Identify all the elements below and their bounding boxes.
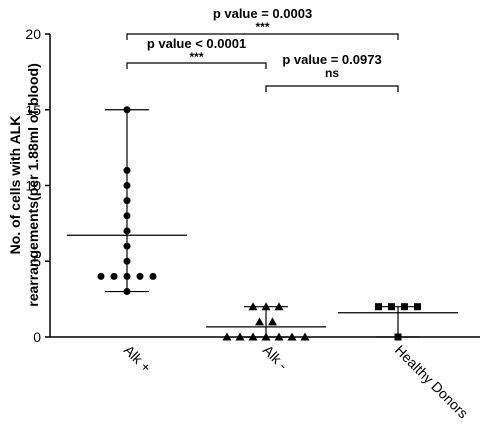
data-point	[123, 166, 131, 174]
y-tick-label: 5	[33, 253, 41, 269]
data-point	[123, 212, 131, 220]
data-point	[136, 272, 144, 280]
y-tick-label: 15	[25, 102, 41, 118]
data-point	[123, 257, 131, 265]
significance-label: ***	[255, 20, 269, 34]
data-point	[248, 332, 258, 341]
significance-bracket	[126, 33, 399, 40]
data-point	[123, 242, 131, 250]
data-point	[123, 272, 131, 280]
x-tick-label: Alk +	[121, 342, 155, 376]
data-point	[414, 303, 421, 311]
data-point	[123, 182, 131, 189]
data-point	[110, 272, 118, 280]
data-point	[222, 332, 232, 341]
y-axis-label: No. of cells with ALK	[7, 116, 23, 255]
data-point	[274, 332, 284, 341]
p-value-label: p value = 0.0973	[282, 52, 381, 67]
data-point	[123, 106, 131, 114]
significance-bracket	[126, 62, 267, 69]
p-value-label: p value = 0.0003	[213, 6, 312, 21]
significance-bracket	[265, 85, 399, 92]
data-point	[401, 303, 408, 311]
data-point	[123, 227, 131, 235]
data-point	[268, 317, 277, 326]
data-point	[287, 332, 297, 341]
data-point	[261, 332, 271, 341]
data-point	[248, 302, 258, 311]
y-tick-label: 10	[25, 178, 41, 194]
x-tick-label: Alk -	[260, 342, 291, 373]
data-point	[261, 302, 271, 311]
data-point	[394, 333, 402, 341]
data-point	[235, 332, 245, 341]
data-point	[149, 272, 157, 280]
data-point	[123, 197, 131, 205]
data-point	[300, 332, 310, 341]
data-point	[255, 317, 264, 326]
significance-label: ns	[325, 66, 339, 80]
x-tick-label: Healthy Donors	[392, 342, 472, 422]
significance-label: ***	[189, 50, 203, 64]
y-axis-label: rearrangements(per 1.88ml of blood)	[25, 63, 41, 307]
p-value-label: p value < 0.0001	[147, 36, 246, 51]
y-tick-label: 0	[33, 329, 41, 345]
data-point	[274, 302, 284, 311]
data-point	[97, 272, 105, 280]
data-point	[375, 303, 382, 311]
data-point	[388, 303, 395, 311]
y-tick-label: 20	[25, 26, 41, 42]
data-point	[123, 288, 131, 296]
